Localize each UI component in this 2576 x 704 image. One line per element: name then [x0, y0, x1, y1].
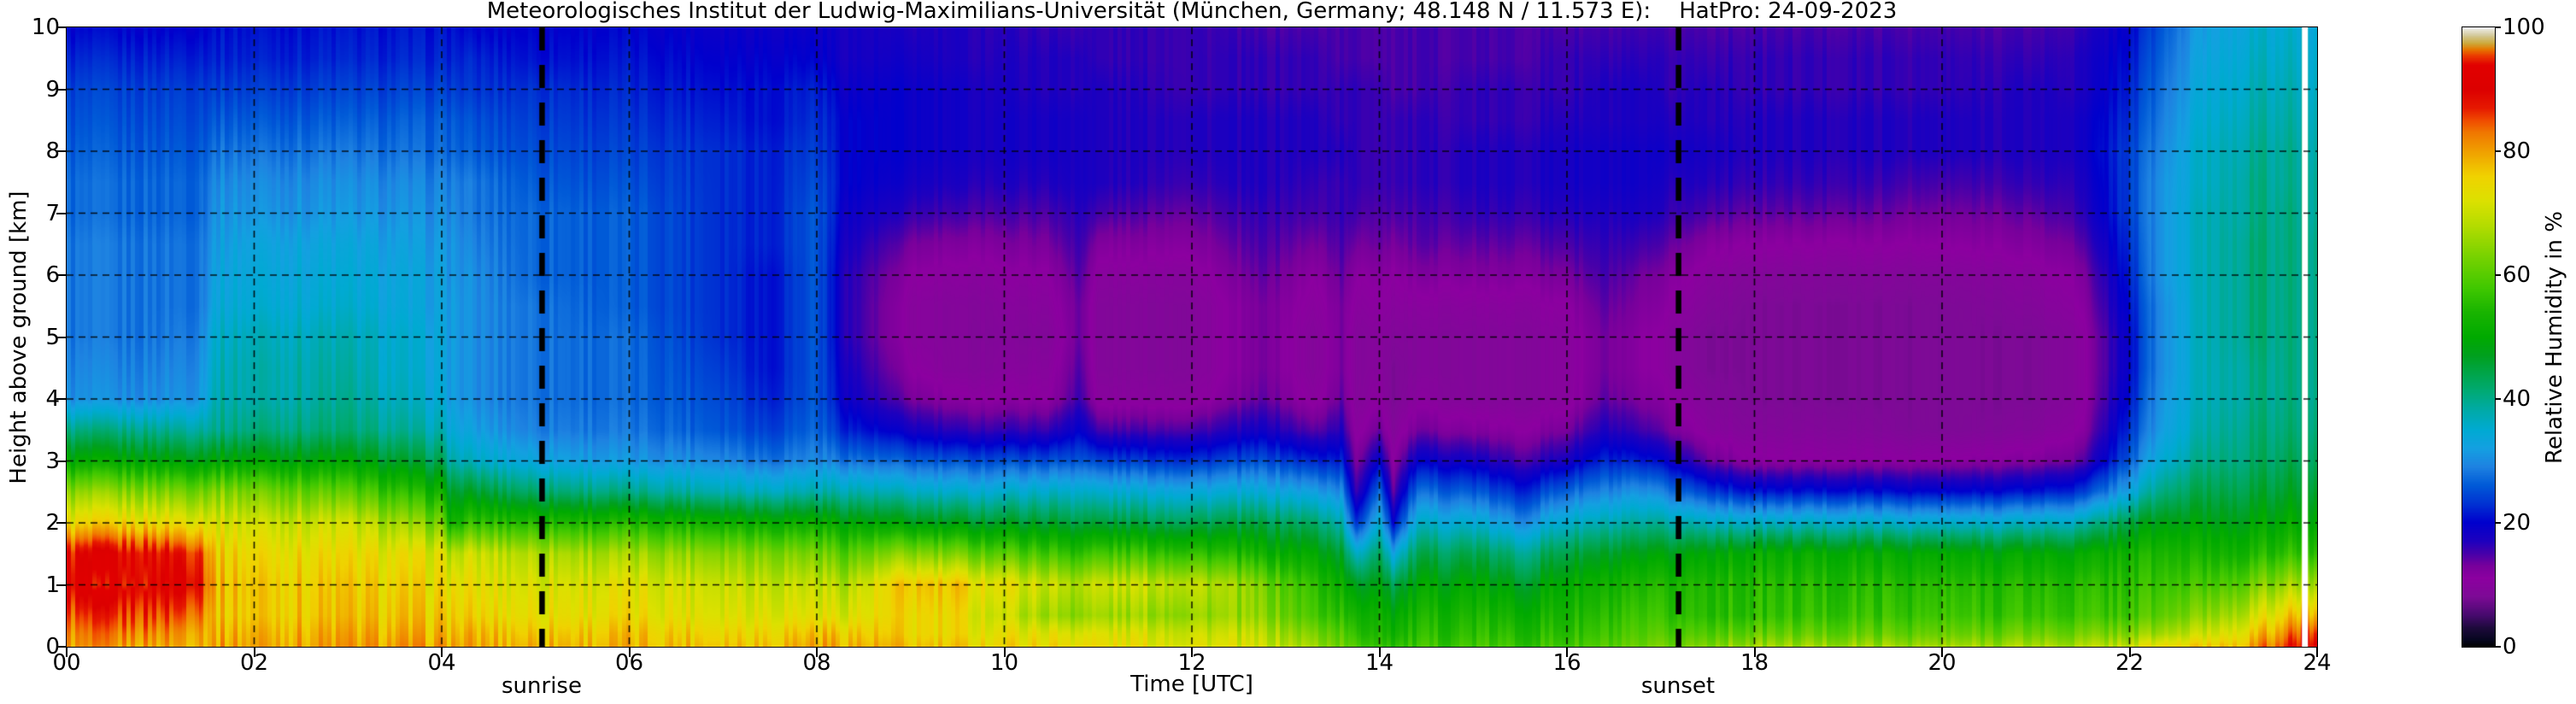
- y-tick-mark: [56, 522, 67, 524]
- colorbar-tick-label: 40: [2503, 386, 2532, 412]
- y-tick-mark: [56, 150, 67, 152]
- x-tick-label: 18: [1740, 650, 1769, 676]
- y-tick-mark: [56, 88, 67, 91]
- x-tick-mark: [1378, 647, 1381, 657]
- colorbar-tick-mark: [2495, 150, 2501, 152]
- y-tick-label: 3: [45, 448, 60, 474]
- x-tick-label: 02: [239, 650, 269, 676]
- x-tick-label: 08: [802, 650, 831, 676]
- colorbar-tick-label: 60: [2503, 262, 2532, 288]
- x-tick-label: 24: [2303, 650, 2332, 676]
- x-tick-mark: [1191, 647, 1193, 657]
- colorbar-tick-mark: [2495, 398, 2501, 400]
- x-tick-mark: [2316, 647, 2318, 657]
- y-tick-label: 2: [45, 510, 60, 536]
- x-tick-label: 22: [2115, 650, 2145, 676]
- colorbar-tick-label: 0: [2503, 634, 2517, 660]
- x-tick-label: 00: [52, 650, 81, 676]
- x-tick-mark: [1566, 647, 1568, 657]
- x-tick-mark: [441, 647, 443, 657]
- x-tick-label: 06: [614, 650, 644, 676]
- y-tick-label: 10: [31, 15, 60, 40]
- colorbar: [2461, 26, 2496, 648]
- y-tick-mark: [56, 212, 67, 214]
- y-tick-label: 6: [45, 262, 60, 288]
- colorbar-tick-label: 100: [2503, 15, 2545, 40]
- colorbar-tick-mark: [2495, 274, 2501, 276]
- x-tick-label: 10: [989, 650, 1019, 676]
- x-axis-label: Time [UTC]: [1130, 672, 1253, 697]
- y-tick-mark: [56, 274, 67, 276]
- colorbar-tick-mark: [2495, 646, 2501, 648]
- x-tick-label: 12: [1177, 650, 1206, 676]
- colorbar-label: Relative Humidity in %: [2542, 211, 2567, 464]
- colorbar-tick-label: 80: [2503, 138, 2532, 164]
- y-tick-label: 0: [45, 634, 60, 660]
- y-tick-mark: [56, 646, 67, 648]
- x-tick-label: 20: [1928, 650, 1957, 676]
- y-tick-label: 4: [45, 386, 60, 412]
- x-tick-mark: [628, 647, 631, 657]
- colorbar-tick-mark: [2495, 522, 2501, 524]
- colorbar-tick-mark: [2495, 26, 2501, 28]
- y-tick-mark: [56, 26, 67, 28]
- x-tick-mark: [1941, 647, 1943, 657]
- y-tick-label: 5: [45, 324, 60, 350]
- y-tick-label: 9: [45, 76, 60, 103]
- y-tick-mark: [56, 584, 67, 586]
- colorbar-canvas: [2462, 26, 2495, 647]
- y-tick-label: 1: [45, 572, 60, 598]
- x-tick-mark: [1753, 647, 1756, 657]
- colorbar-tick-label: 20: [2503, 510, 2532, 536]
- x-tick-label: 14: [1364, 650, 1394, 676]
- plot-area[interactable]: [65, 26, 2318, 648]
- x-tick-mark: [2128, 647, 2131, 657]
- y-tick-label: 7: [45, 200, 60, 226]
- x-tick-mark: [1003, 647, 1006, 657]
- x-tick-mark: [66, 647, 67, 657]
- y-tick-mark: [56, 336, 67, 338]
- x-tick-mark: [253, 647, 255, 657]
- y-tick-mark: [56, 398, 67, 400]
- y-tick-label: 8: [45, 138, 60, 164]
- x-tick-mark: [816, 647, 818, 657]
- heatmap-canvas: [66, 26, 2317, 647]
- x-tick-label: 16: [1552, 650, 1581, 676]
- x-tick-label: 04: [427, 650, 456, 676]
- y-tick-mark: [56, 460, 67, 462]
- sunrise-label: sunrise: [502, 673, 582, 699]
- sunset-label: sunset: [1640, 673, 1716, 699]
- chart-title: Meteorologisches Institut der Ludwig-Max…: [486, 0, 1898, 24]
